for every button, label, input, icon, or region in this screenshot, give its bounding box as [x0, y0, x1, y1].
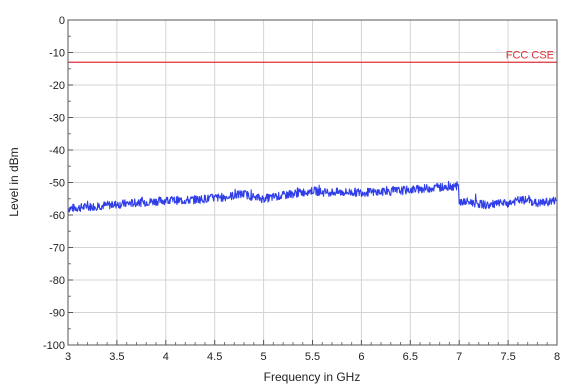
x-tick-label: 4: [163, 351, 169, 363]
y-tick-label: -30: [49, 113, 65, 125]
y-tick-label: -70: [49, 243, 65, 255]
y-tick-label: -60: [49, 210, 65, 222]
y-tick-label: -80: [49, 275, 65, 287]
y-tick-label: -100: [43, 340, 65, 352]
x-tick-label: 6: [358, 351, 364, 363]
x-tick-label: 7.5: [500, 351, 515, 363]
y-tick-label: -40: [49, 145, 65, 157]
x-tick-label: 5.5: [305, 351, 320, 363]
y-tick-label: -90: [49, 308, 65, 320]
limit-group: FCC CSE: [68, 49, 557, 63]
limit-label: FCC CSE: [506, 49, 554, 61]
plot-frame: [67, 19, 558, 346]
y-tick-labels: 0 -10 -20 -30 -40 -50 -60 -70 -80 -90 -100: [43, 15, 65, 352]
y-axis-title: Level in dBm: [7, 147, 21, 216]
x-tick-label: 3.5: [109, 351, 124, 363]
x-tick-label: 6.5: [403, 351, 418, 363]
y-tick-label: 0: [59, 15, 65, 27]
x-tick-label: 5: [261, 351, 267, 363]
x-tick-labels: 3 3.5 4 4.5 5 5.5 6 6.5 7 7.5 8: [65, 351, 560, 363]
y-tick-label: -10: [49, 48, 65, 60]
trace-group: [67, 180, 558, 213]
y-tick-label: -20: [49, 80, 65, 92]
x-tick-label: 3: [65, 351, 71, 363]
x-axis-title: Frequency in GHz: [264, 370, 361, 384]
y-tick-label: -50: [49, 178, 65, 190]
x-tick-label: 8: [554, 351, 560, 363]
x-tick-label: 7: [456, 351, 462, 363]
x-tick-label: 4.5: [207, 351, 222, 363]
spectrum-trace: [67, 180, 558, 213]
